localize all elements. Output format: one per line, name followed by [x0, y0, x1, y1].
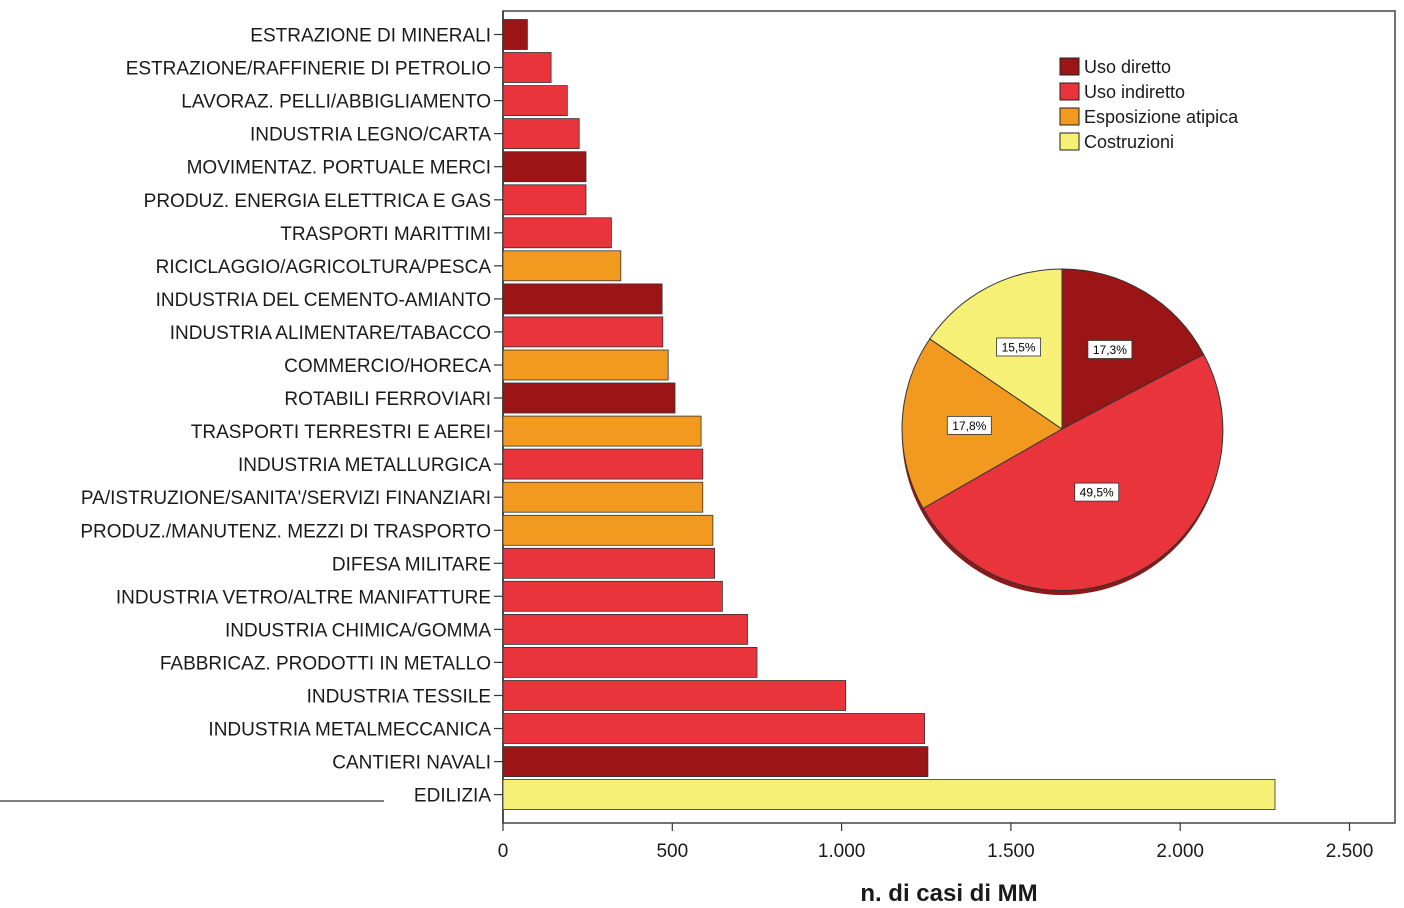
bars-layer: [502, 19, 1276, 810]
category-label: INDUSTRIA CHIMICA/GOMMA: [225, 620, 491, 641]
bar: [502, 349, 669, 381]
category-label: LAVORAZ. PELLI/ABBIGLIAMENTO: [181, 92, 491, 113]
category-label: FABBRICAZ. PRODOTTI IN METALLO: [160, 653, 491, 674]
pie-slice: [929, 268, 1063, 430]
pie-label-box: [996, 337, 1041, 357]
x-tick-label: 1.500: [987, 841, 1035, 862]
x-axis-title: n. di casi di MM: [860, 880, 1037, 907]
bar: [502, 547, 716, 579]
x-tick-label: 0: [498, 841, 509, 862]
x-tick-label: 2.500: [1326, 841, 1374, 862]
bar: [502, 647, 758, 678]
bar: [502, 614, 748, 645]
x-tick-label: 1.000: [818, 841, 866, 862]
category-label: INDUSTRIA DEL CEMENTO-AMIANTO: [156, 290, 491, 311]
bar: [502, 680, 847, 711]
x-tick-label: 2.000: [1156, 841, 1204, 862]
bar: [502, 118, 580, 149]
category-label: DIFESA MILITARE: [332, 554, 491, 575]
category-label: INDUSTRIA LEGNO/CARTA: [250, 125, 491, 146]
pie-slice: [922, 353, 1224, 592]
bar: [502, 316, 664, 348]
bar: [502, 283, 663, 315]
bar: [502, 382, 676, 414]
category-label: ESTRAZIONE DI MINERALI: [250, 26, 491, 47]
x-axis: 0 500 1.000 1.500 2.000 2.500: [498, 823, 1374, 862]
category-labels: ESTRAZIONE DI MINERALI ESTRAZIONE/RAFFINE…: [80, 26, 503, 807]
legend-label: Uso indiretto: [1084, 82, 1185, 102]
category-label: PA/ISTRUZIONE/SANITA'/SERVIZI FINANZIARI: [81, 488, 491, 509]
bar: [502, 746, 929, 777]
bar: [502, 448, 704, 480]
bar: [502, 514, 714, 546]
bar: [502, 415, 702, 447]
bar: [502, 184, 587, 216]
category-label: CANTIERI NAVALI: [332, 753, 491, 774]
category-label: PRODUZ./MANUTENZ. MEZZI DI TRASPORTO: [80, 521, 491, 542]
pie-label-box: [1074, 482, 1120, 502]
category-label: INDUSTRIA TESSILE: [307, 687, 491, 708]
category-label: EDILIZIA: [414, 786, 491, 807]
pie-label-box: [946, 415, 992, 435]
legend-label: Uso diretto: [1084, 57, 1171, 77]
category-label: ROTABILI FERROVIARI: [284, 389, 491, 410]
category-label: PRODUZ. ENERGIA ELETTRICA E GAS: [144, 191, 491, 212]
category-label: TRASPORTI TERRESTRI E AEREI: [191, 422, 491, 443]
pie-label: 49,5%: [1080, 486, 1114, 500]
bar: [502, 52, 552, 83]
bar: [502, 19, 528, 50]
pie-label: 17,3%: [1093, 343, 1127, 357]
x-tick-label: 500: [656, 841, 688, 862]
category-label: RICICLAGGIO/AGRICOLTURA/PESCA: [156, 257, 492, 278]
category-label: COMMERCIO/HORECA: [284, 356, 491, 377]
pie-chart: 17,3% 49,5% 17,8% 15,5%: [901, 268, 1224, 595]
pie-label: 15,5%: [1002, 341, 1036, 355]
category-label: INDUSTRIA ALIMENTARE/TABACCO: [170, 323, 491, 344]
category-label: INDUSTRIA VETRO/ALTRE MANIFATTURE: [116, 587, 491, 608]
legend-swatch: [1059, 132, 1080, 151]
bar: [502, 217, 612, 249]
bar: [502, 151, 587, 183]
legend: Uso diretto Uso indiretto Esposizione atip…: [1059, 57, 1239, 152]
bar: [502, 481, 704, 513]
legend-swatch: [1059, 57, 1080, 76]
legend-swatch: [1059, 107, 1080, 126]
legend-swatch: [1059, 82, 1080, 101]
pie-slice: [1061, 268, 1205, 430]
pie-label: 17,8%: [952, 419, 986, 433]
category-label: ESTRAZIONE/RAFFINERIE DI PETROLIO: [126, 59, 491, 80]
category-label: INDUSTRIA METALMECCANICA: [208, 720, 491, 741]
category-label: MOVIMENTAZ. PORTUALE MERCI: [187, 158, 491, 179]
pie-label-box: [1087, 340, 1133, 359]
bar: [502, 713, 926, 744]
category-label: INDUSTRIA METALLURGICA: [238, 455, 491, 476]
legend-label: Esposizione atipica: [1084, 107, 1239, 127]
category-label: TRASPORTI MARITTIMI: [280, 224, 491, 245]
bar: [502, 779, 1276, 810]
legend-label: Costruzioni: [1084, 132, 1174, 152]
bar: [502, 250, 622, 282]
bar: [502, 85, 568, 116]
bar: [502, 580, 723, 612]
